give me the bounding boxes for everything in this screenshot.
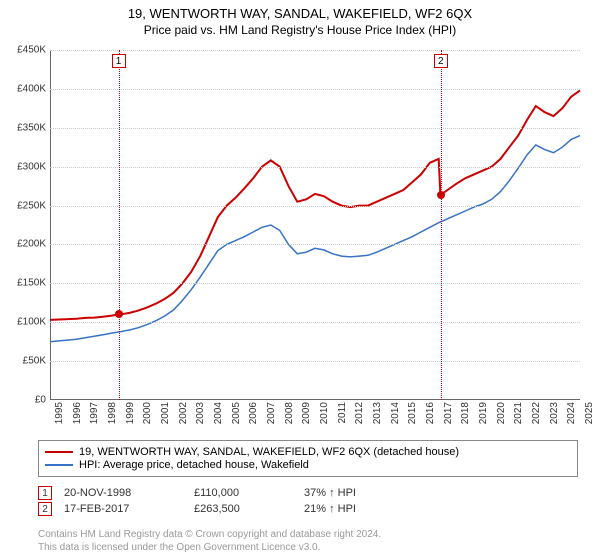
x-axis-label: 2006 [248,402,259,424]
footer-line2: This data is licensed under the Open Gov… [38,541,381,554]
x-axis-label: 2021 [513,402,524,424]
gridline-h [50,361,580,362]
x-axis-label: 2004 [213,402,224,424]
y-axis-label: £250K [17,200,46,211]
legend: 19, WENTWORTH WAY, SANDAL, WAKEFIELD, WF… [38,440,578,477]
x-axis-label: 2024 [566,402,577,424]
sale-marker-dot [437,191,445,199]
sale-row-badge: 2 [38,502,52,516]
x-axis-label: 2002 [178,402,189,424]
x-axis-label: 2014 [390,402,401,424]
sales-table: 1 20-NOV-1998£110,00037% ↑ HPI 2 17-FEB-201… [38,484,414,518]
x-axis-label: 2015 [407,402,418,424]
x-axis-label: 2000 [142,402,153,424]
title-block: 19, WENTWORTH WAY, SANDAL, WAKEFIELD, WF… [0,0,600,37]
x-axis-label: 2023 [549,402,560,424]
x-axis-label: 2022 [531,402,542,424]
x-axis-label: 2018 [460,402,471,424]
chart-container: 19, WENTWORTH WAY, SANDAL, WAKEFIELD, WF… [0,0,600,560]
sale-price: £263,500 [194,503,304,515]
gridline-h [50,50,580,51]
legend-item: HPI: Average price, detached house, Wake… [45,459,571,471]
x-axis-label: 1997 [89,402,100,424]
x-axis-label: 2001 [160,402,171,424]
legend-label: HPI: Average price, detached house, Wake… [79,459,309,471]
x-axis-label: 2009 [301,402,312,424]
y-axis-label: £100K [17,317,46,328]
x-axis-label: 2017 [443,402,454,424]
y-axis-label: £450K [17,45,46,56]
gridline-h [50,89,580,90]
x-axis-label: 2008 [284,402,295,424]
sale-marker-line [119,50,120,400]
legend-swatch [45,451,73,453]
x-axis-label: 1996 [72,402,83,424]
chart-plot-area: £0£50K£100K£150K£200K£250K£300K£350K£400… [50,50,580,400]
sale-pct-vs-hpi: 37% ↑ HPI [304,487,414,499]
sale-date: 17-FEB-2017 [64,503,194,515]
gridline-h [50,244,580,245]
footer-attribution: Contains HM Land Registry data © Crown c… [38,528,381,554]
gridline-h [50,128,580,129]
x-axis-label: 2010 [319,402,330,424]
y-axis-label: £0 [35,395,46,406]
x-axis-label: 2025 [584,402,595,424]
x-axis-label: 2011 [337,402,348,424]
x-axis-label: 2016 [425,402,436,424]
x-axis-label: 2005 [231,402,242,424]
y-axis-label: £150K [17,278,46,289]
footer-line1: Contains HM Land Registry data © Crown c… [38,528,381,541]
gridline-h [50,167,580,168]
gridline-h [50,283,580,284]
x-axis-label: 1999 [125,402,136,424]
sale-date: 20-NOV-1998 [64,487,194,499]
x-axis-label: 2012 [354,402,365,424]
gridline-h [50,206,580,207]
x-axis-label: 2019 [478,402,489,424]
sale-marker-line [441,50,442,400]
y-axis-label: £300K [17,161,46,172]
chart-subtitle: Price paid vs. HM Land Registry's House … [0,23,600,37]
chart-title: 19, WENTWORTH WAY, SANDAL, WAKEFIELD, WF… [0,6,600,21]
sale-row: 2 17-FEB-2017£263,50021% ↑ HPI [38,502,414,516]
sale-marker-badge: 1 [112,54,126,68]
chart-lines-svg [50,50,580,400]
legend-label: 19, WENTWORTH WAY, SANDAL, WAKEFIELD, WF… [79,446,459,458]
sale-row: 1 20-NOV-1998£110,00037% ↑ HPI [38,486,414,500]
gridline-h [50,322,580,323]
legend-swatch [45,464,73,466]
x-axis-label: 2003 [195,402,206,424]
x-axis-label: 2020 [496,402,507,424]
sale-row-badge: 1 [38,486,52,500]
y-axis-label: £350K [17,122,46,133]
sale-marker-badge: 2 [434,54,448,68]
x-axis-label: 2007 [266,402,277,424]
x-axis-label: 1998 [107,402,118,424]
x-axis-label: 1995 [54,402,65,424]
sale-pct-vs-hpi: 21% ↑ HPI [304,503,414,515]
y-axis-label: £50K [23,356,46,367]
x-axis-label: 2013 [372,402,383,424]
sale-price: £110,000 [194,487,304,499]
y-axis-label: £400K [17,83,46,94]
legend-item: 19, WENTWORTH WAY, SANDAL, WAKEFIELD, WF… [45,446,571,458]
y-axis-label: £200K [17,239,46,250]
sale-marker-dot [115,310,123,318]
